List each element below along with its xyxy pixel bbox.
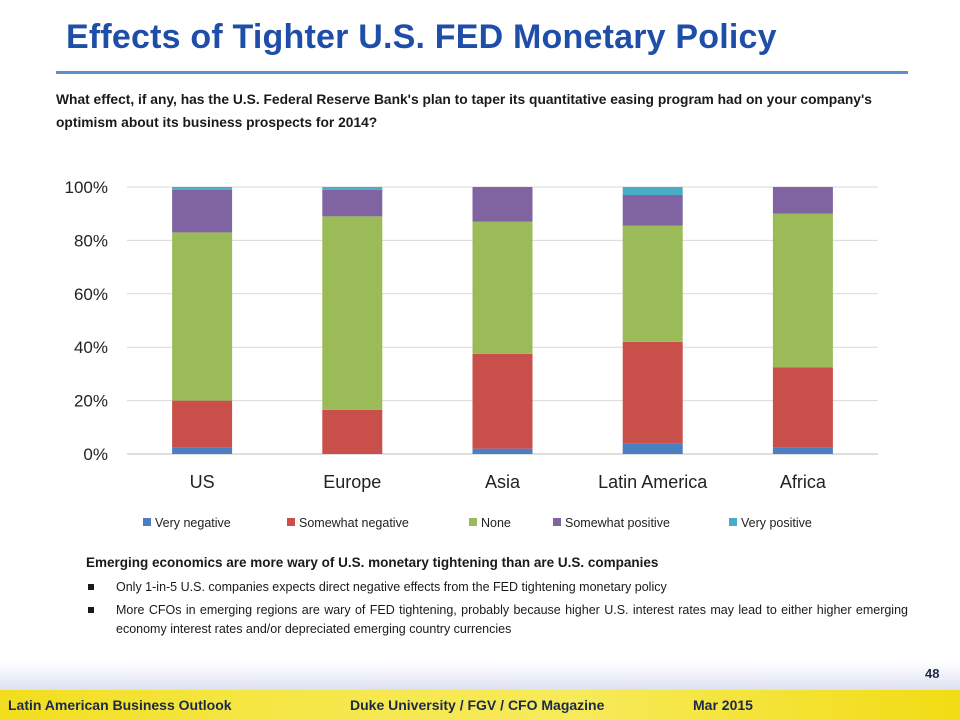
- square-bullet-icon: [88, 607, 94, 613]
- bar-segment: [622, 225, 683, 342]
- bar-segment: [772, 367, 833, 448]
- footer-bar: Latin American Business Outlook Duke Uni…: [0, 690, 960, 720]
- legend-swatch: [287, 518, 295, 526]
- slide-title: Effects of Tighter U.S. FED Monetary Pol…: [66, 18, 777, 56]
- bar-segment: [622, 443, 683, 454]
- bar-segment: [772, 187, 833, 214]
- notes-bullet: Only 1-in-5 U.S. companies expects direc…: [86, 578, 908, 597]
- stacked-bar-chart: 0% 20% 40% 60% 80% 100% US Europe Asia Latin Amer…: [65, 178, 878, 530]
- notes-heading: Emerging economics are more wary of U.S.…: [86, 555, 659, 570]
- legend-label: Somewhat negative: [299, 516, 409, 530]
- bar-segment: [322, 216, 383, 410]
- legend-label: Very negative: [155, 516, 231, 530]
- bar-segment: [772, 213, 833, 368]
- notes-bullet-text: More CFOs in emerging regions are wary o…: [116, 603, 908, 636]
- legend-swatch: [553, 518, 561, 526]
- y-tick-label: 0%: [83, 445, 108, 464]
- x-tick-label: Europe: [323, 472, 381, 492]
- y-tick-label: 100%: [65, 178, 108, 197]
- x-tick-label: Asia: [485, 472, 521, 492]
- bar-segment: [472, 221, 533, 354]
- footer-gradient-band: [0, 662, 960, 692]
- survey-question: What effect, if any, has the U.S. Federa…: [56, 92, 872, 130]
- bar-segment: [472, 187, 533, 222]
- y-tick-label: 80%: [74, 231, 108, 250]
- bar-segment: [322, 187, 383, 190]
- y-tick-label: 20%: [74, 392, 108, 411]
- bar-segment: [622, 195, 683, 226]
- y-tick-label: 60%: [74, 285, 108, 304]
- bar-segment: [622, 341, 683, 444]
- legend-swatch: [469, 518, 477, 526]
- notes-bullet-text: Only 1-in-5 U.S. companies expects direc…: [116, 580, 667, 594]
- x-tick-label: Africa: [780, 472, 827, 492]
- bar-segment: [172, 400, 233, 448]
- notes-list: Only 1-in-5 U.S. companies expects direc…: [86, 578, 908, 639]
- notes-section: Emerging economics are more wary of U.S.…: [86, 555, 908, 643]
- page-number: 48: [925, 666, 940, 681]
- bar-segment: [172, 232, 233, 401]
- legend-label: Very positive: [741, 516, 812, 530]
- x-tick-label: Latin America: [598, 472, 708, 492]
- legend-label: Somewhat positive: [565, 516, 670, 530]
- legend-swatch: [143, 518, 151, 526]
- bar-segment: [172, 447, 233, 454]
- x-tick-label: US: [190, 472, 215, 492]
- square-bullet-icon: [88, 584, 94, 590]
- bar-segment: [172, 189, 233, 233]
- footer-center-text: Duke University / FGV / CFO Magazine: [350, 697, 605, 713]
- y-tick-label: 40%: [74, 338, 108, 357]
- bar-segment: [772, 447, 833, 454]
- notes-bullet: More CFOs in emerging regions are wary o…: [86, 601, 908, 639]
- bar-segment: [472, 448, 533, 454]
- legend-label: None: [481, 516, 511, 530]
- legend-swatch: [729, 518, 737, 526]
- footer-left-text: Latin American Business Outlook: [8, 697, 232, 713]
- bar-segment: [172, 187, 233, 190]
- bar-segment: [322, 189, 383, 217]
- bar-segment: [622, 187, 683, 196]
- footer-date: Mar 2015: [693, 697, 753, 713]
- title-divider: [56, 71, 908, 74]
- bar-segment: [322, 409, 383, 454]
- bar-segment: [472, 353, 533, 449]
